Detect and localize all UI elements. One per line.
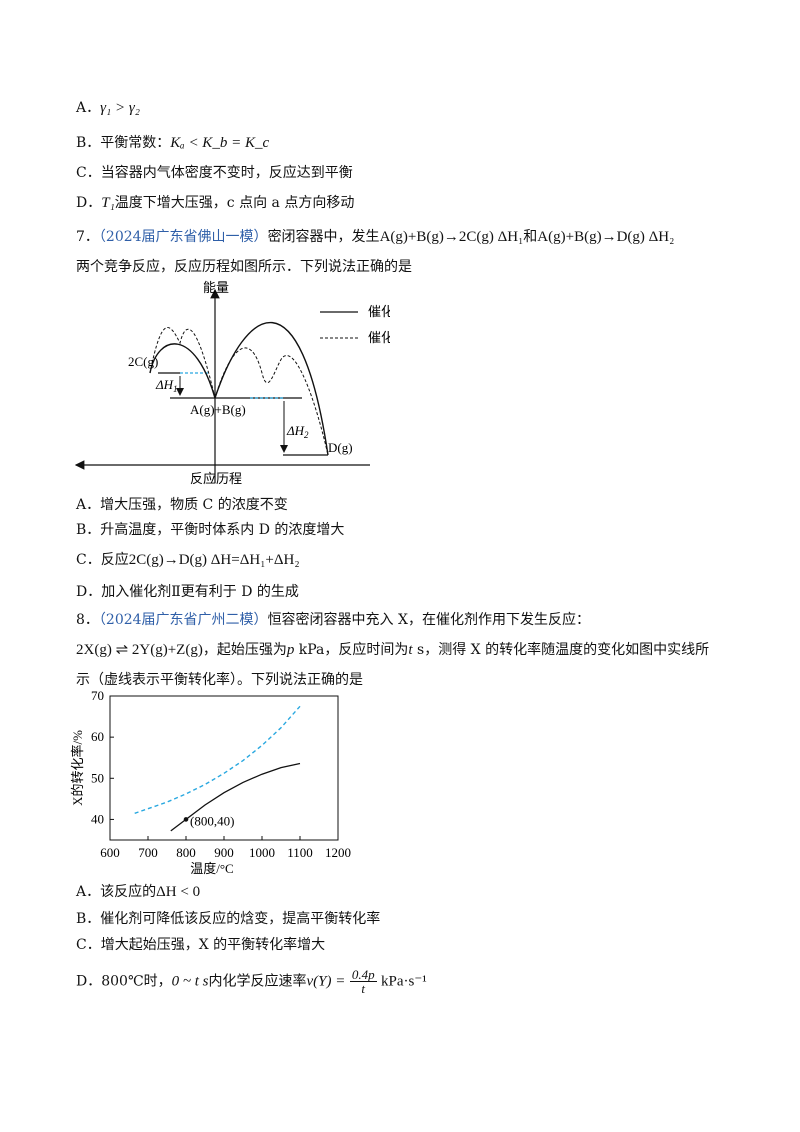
x-tick-label: 1100 (287, 845, 313, 860)
label-2c: 2C(g) (128, 354, 158, 369)
rate-fraction: 0.4p t (349, 967, 377, 996)
data-point-800-40 (183, 817, 189, 822)
label-dh1: ΔH1 (155, 377, 178, 394)
legend-catalyst-1: 催化剂Ⅰ (368, 304, 390, 319)
x-tick-label: 800 (176, 845, 196, 860)
catalyst-1-curve-left (149, 343, 216, 399)
x-tick-label: 1200 (325, 845, 351, 860)
x-tick-label: 700 (138, 845, 158, 860)
q7-option-a: A．增大压强，物质 C 的浓度不变 (76, 497, 288, 513)
catalyst-2-curve-left (149, 327, 216, 399)
label-ab: A(g)+B(g) (190, 402, 246, 417)
q7-stem-line1: 7．（2024届广东省佛山一模）密闭容器中，发生A(g)+B(g)→2C(g) … (76, 229, 675, 245)
q7-option-d: D．加入催化剂Ⅱ更有利于 D 的生成 (76, 584, 299, 600)
label-dh2: ΔH2 (286, 423, 309, 440)
y-tick-label: 60 (91, 729, 104, 744)
equilibrium-conversion-line (134, 705, 301, 814)
q8-option-b: B．催化剂可降低该反应的焓变，提高平衡转化率 (76, 911, 381, 927)
x-tick-label: 1000 (249, 845, 275, 860)
conversion-chart: 600 700 800 900 1000 1100 1200 40 50 60 70 温度/°C X的转… (70, 688, 351, 876)
q7-stem-line2: 两个竞争反应，反应历程如图所示．下列说法正确的是 (76, 259, 412, 275)
y-tick-label: 70 (91, 688, 104, 703)
measured-conversion-line (170, 762, 301, 832)
x-tick-label: 600 (100, 845, 120, 860)
y-axis-label: X的转化率/% (70, 730, 85, 806)
x-axis-label: 反应历程 (190, 471, 242, 486)
q8-stem-line3: 示（虚线表示平衡转化率）。下列说法正确的是 (76, 672, 363, 688)
q7-energy-diagram: 能量 反应历程 催化剂Ⅰ 催化剂Ⅱ 2C(g) ΔH1 A(g)+B(g) ΔH… (74, 280, 390, 486)
q6-option-d: D．T₁温度下增大压强，c 点向 a 点方向移动 (76, 195, 355, 211)
q6-option-b: B．平衡常数：Kₐ < K_b = K_c (76, 135, 270, 151)
q8-stem-line1: 8．（2024届广东省广州二模）恒容密闭容器中充入 X，在催化剂作用下发生反应： (76, 612, 590, 628)
q6-option-c: C．当容器内气体密度不变时，反应达到平衡 (76, 165, 353, 181)
q7-option-c: C．反应2C(g)→D(g) ΔH=ΔH₁+ΔH₂ (76, 552, 300, 568)
q8-stem-line2: 2X(g) ⇌ 2Y(g)+Z(g)，起始压强为p kPa，反应时间为t s，测… (76, 642, 710, 658)
x-axis-label: 温度/°C (190, 861, 233, 876)
label-d: D(g) (328, 440, 353, 455)
q7-source: （2024届广东省佛山一模） (98, 229, 268, 245)
y-tick-label: 50 (91, 770, 104, 785)
q7-option-b: B．升高温度，平衡时体系内 D 的浓度增大 (76, 522, 345, 538)
catalyst-2-curve-right (214, 347, 329, 456)
q8-option-c: C．增大起始压强，X 的平衡转化率增大 (76, 937, 326, 953)
q8-option-d: D．800℃时，0 ~ t s内化学反应速率v(Y) = 0.4p t kPa·s… (76, 967, 427, 996)
point-annotation: (800,40) (190, 813, 234, 828)
catalyst-1-curve-right (214, 321, 329, 456)
q8-source: （2024届广东省广州二模） (98, 612, 268, 628)
q8-option-a: A．该反应的ΔH < 0 (76, 884, 201, 900)
legend-catalyst-2: 催化剂Ⅱ (368, 330, 390, 345)
x-tick-label: 900 (214, 845, 234, 860)
y-axis-label: 能量 (203, 280, 229, 295)
q6-option-a: A．γ₁ > γ₂ (76, 100, 140, 116)
y-tick-label: 40 (91, 811, 104, 826)
